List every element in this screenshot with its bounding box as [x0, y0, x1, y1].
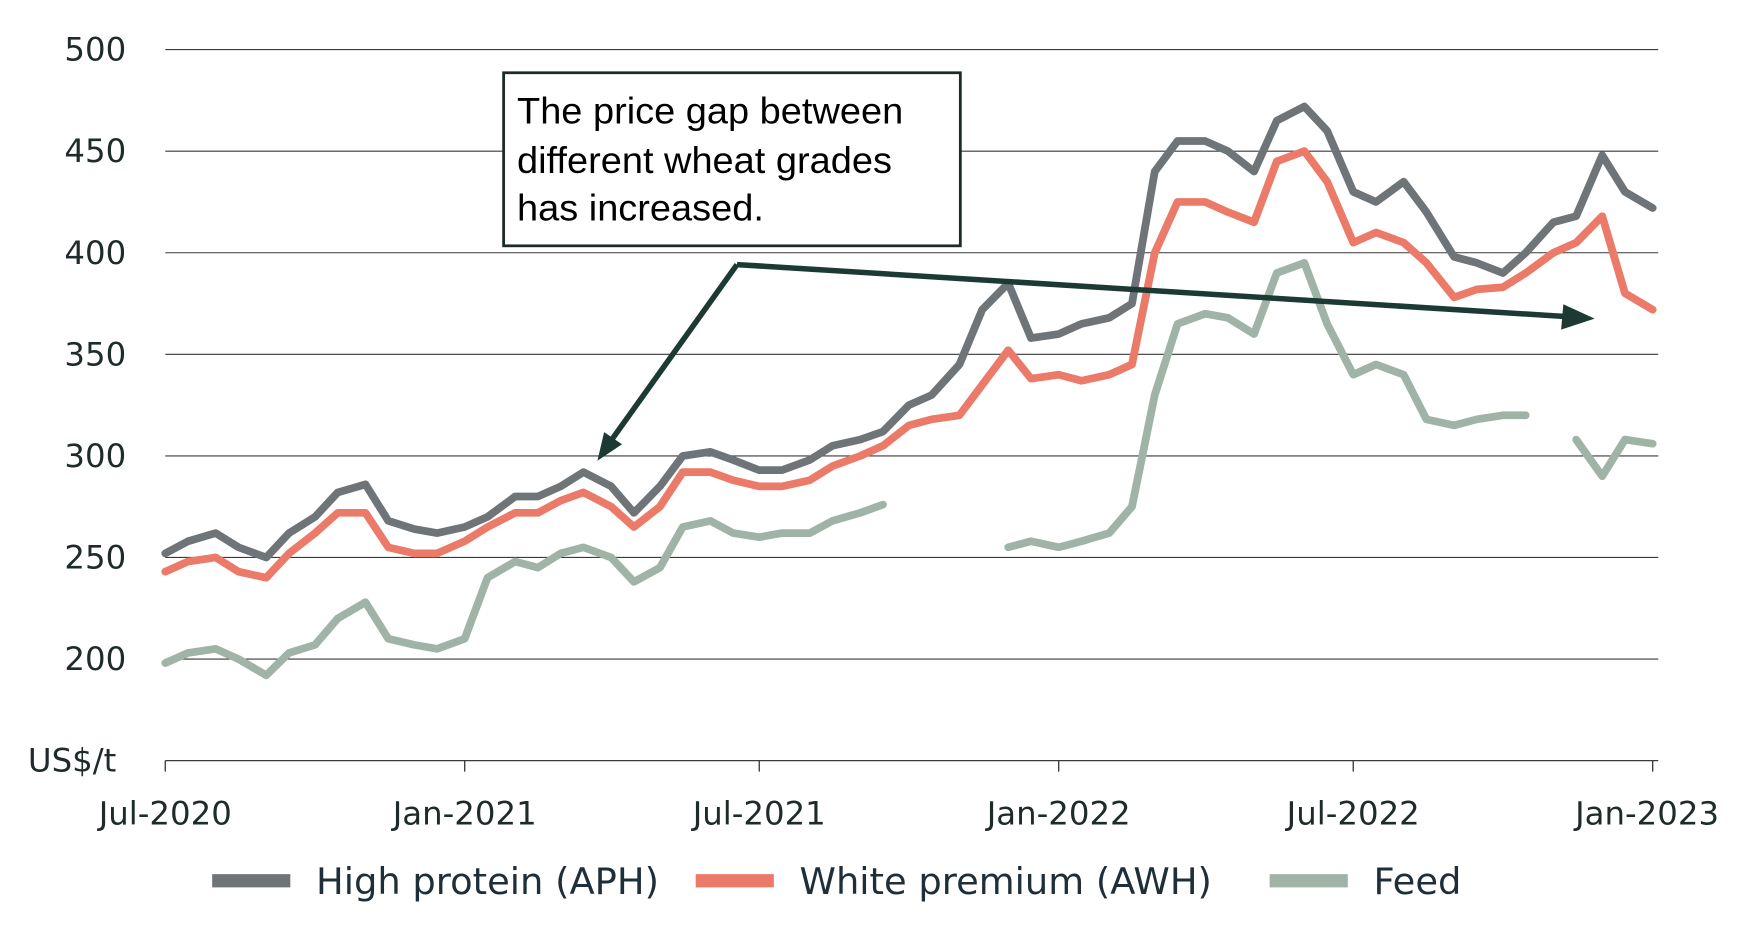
y-tick-label: 200 [64, 640, 126, 678]
x-tick-label: Jul-2020 [97, 795, 232, 833]
arrow-right-head [1561, 304, 1595, 330]
annotation-frame [502, 71, 962, 248]
y-tick-label: 450 [64, 132, 126, 170]
y-tick-label: 500 [64, 31, 126, 69]
annotation-box: The price gap between different wheat gr… [502, 71, 962, 248]
series-lines [161, 102, 1657, 680]
arrow-left-shaft [608, 262, 740, 443]
y-tick-label: 350 [64, 336, 126, 374]
annotation-line-3: has increased. [517, 187, 764, 229]
x-tick-label: Jan-2023 [1573, 795, 1719, 833]
series-line-1 [161, 147, 1657, 582]
legend-label-2: Feed [1374, 860, 1462, 903]
y-tick-label: 400 [64, 234, 126, 272]
x-tick-label: Jan-2021 [391, 795, 537, 833]
annotation-arrows [597, 261, 1595, 461]
annotation-line-2: different wheat grades [517, 139, 892, 181]
legend-label-1: White premium (AWH) [800, 860, 1212, 903]
legend: High protein (APH) White premium (AWH) Fee… [212, 860, 1461, 903]
y-tick-label: 250 [64, 539, 126, 577]
y-axis-unit-label: US$/t [28, 742, 116, 780]
x-axis: Jul-2020 Jan-2021 Jul-2021 Jan-2022 Jul-2022… [97, 759, 1719, 833]
legend-label-0: High protein (APH) [316, 860, 659, 903]
series-line-2 [161, 259, 1657, 680]
x-tick-label: Jul-2022 [1285, 795, 1420, 833]
x-tick-label: Jul-2021 [691, 795, 826, 833]
y-tick-label: 300 [64, 437, 126, 475]
arrow-right-shaft [736, 261, 1564, 320]
arrow-left-head [597, 432, 622, 461]
y-tick-labels: 200 250 300 350 400 450 500 [64, 31, 126, 678]
x-tick-label: Jan-2022 [985, 795, 1131, 833]
annotation-line-1: The price gap between [517, 90, 903, 132]
series-line-0 [161, 102, 1657, 562]
